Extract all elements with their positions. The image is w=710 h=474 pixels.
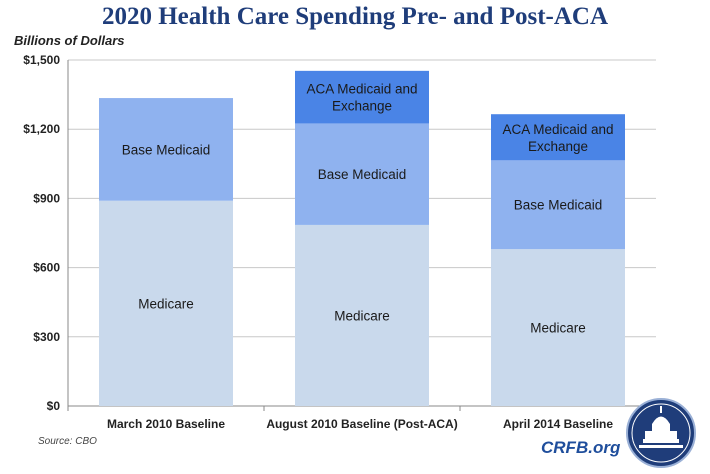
y-tick-label: $600 <box>33 261 60 275</box>
segment-label-aca-medicaid-and-exchange: Exchange <box>528 139 588 154</box>
segment-label-aca-medicaid-and-exchange: ACA Medicaid and <box>306 82 417 97</box>
bar-aca-medicaid-and-exchange <box>491 114 625 161</box>
bar-medicare <box>491 249 625 406</box>
segment-label-base-medicaid: Base Medicaid <box>318 167 407 182</box>
source-note: Source: CBO <box>38 436 97 447</box>
bar-base-medicaid <box>491 160 625 250</box>
chart-title: 2020 Health Care Spending Pre- and Post-… <box>101 3 609 30</box>
bar-medicare <box>295 224 429 406</box>
x-tick-label: August 2010 Baseline (Post-ACA) <box>266 417 457 431</box>
bar-base-medicaid <box>99 98 233 201</box>
x-tick-label: April 2014 Baseline <box>503 417 613 431</box>
segment-label-medicare: Medicare <box>530 321 586 336</box>
y-tick-label: $900 <box>33 191 60 205</box>
bar-medicare <box>99 200 233 406</box>
y-tick-label: $300 <box>33 330 60 344</box>
y-axis-unit-label: Billions of Dollars <box>14 33 125 48</box>
bar-base-medicaid <box>295 123 429 225</box>
segment-label-medicare: Medicare <box>334 308 390 323</box>
segment-label-medicare: Medicare <box>138 296 194 311</box>
segment-label-aca-medicaid-and-exchange: Exchange <box>332 99 392 114</box>
segment-label-base-medicaid: Base Medicaid <box>122 142 211 157</box>
x-tick-label: March 2010 Baseline <box>107 417 225 431</box>
segment-label-base-medicaid: Base Medicaid <box>514 198 603 213</box>
bar-aca-medicaid-and-exchange <box>295 70 429 124</box>
y-tick-label: $0 <box>47 399 61 413</box>
y-tick-label: $1,200 <box>23 122 60 136</box>
brand-link[interactable]: CRFB.org <box>541 438 621 457</box>
capitol-seal-icon <box>625 397 697 474</box>
y-tick-label: $1,500 <box>23 53 60 67</box>
segment-label-aca-medicaid-and-exchange: ACA Medicaid and <box>502 122 613 137</box>
